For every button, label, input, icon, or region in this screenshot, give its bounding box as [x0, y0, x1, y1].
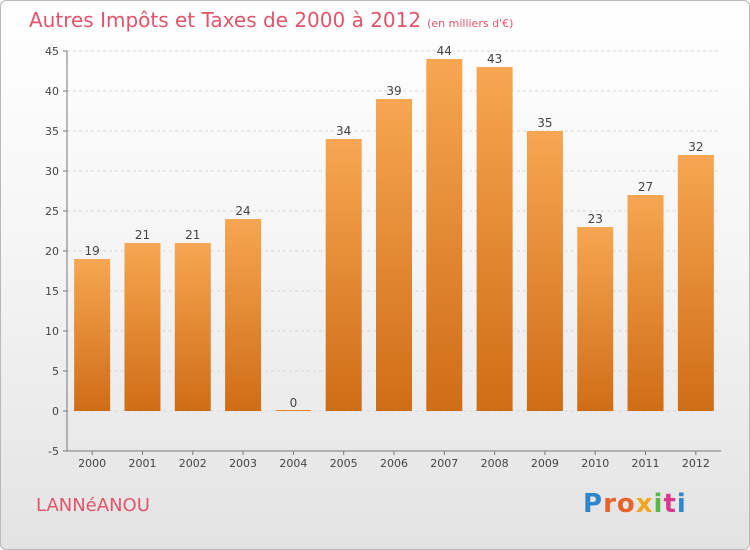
bar: [577, 227, 614, 411]
bar: [225, 219, 262, 411]
y-tick-label: 5: [52, 365, 59, 378]
y-tick-label: 0: [52, 405, 59, 418]
y-tick-label: -5: [48, 445, 59, 458]
data-label: 43: [487, 52, 502, 66]
x-tick-label: 2010: [581, 457, 609, 470]
y-tick-label: 25: [45, 205, 59, 218]
data-label: 19: [85, 244, 100, 258]
chart-title-unit: (en milliers d'€): [427, 17, 514, 30]
bar: [476, 67, 513, 411]
y-tick-label: 40: [45, 85, 59, 98]
y-tick-label: 30: [45, 165, 59, 178]
data-label: 27: [638, 180, 653, 194]
bars: [74, 59, 714, 411]
data-label: 39: [386, 84, 401, 98]
x-tick-label: 2000: [78, 457, 106, 470]
bar: [74, 259, 111, 411]
bar: [376, 99, 412, 411]
x-tick-label: 2006: [380, 457, 408, 470]
chart-title-text: Autres Impôts et Taxes de 2000 à 2012: [29, 8, 422, 32]
data-label: 23: [588, 212, 603, 226]
brand-logo: Proxiti: [583, 489, 687, 519]
y-tick-label: 15: [45, 285, 59, 298]
x-tick-label: 2005: [330, 457, 358, 470]
x-tick-label: 2003: [229, 457, 257, 470]
data-label: 35: [537, 116, 552, 130]
x-tick-label: 2008: [481, 457, 509, 470]
labels: -5 0 5 10 15 20 25 30 35 40 45 19 2000 21 2001 21 2002 24…: [45, 44, 710, 470]
y-tick-label: 35: [45, 125, 59, 138]
bar: [677, 155, 714, 411]
bar: [325, 139, 362, 411]
data-label: 21: [135, 228, 150, 242]
bar: [627, 195, 664, 411]
data-label: 24: [235, 204, 250, 218]
data-label: 44: [437, 44, 452, 58]
data-label: 34: [336, 124, 351, 138]
data-label: 0: [290, 396, 298, 410]
x-tick-label: 2012: [682, 457, 710, 470]
town-name: LANNéANOU: [36, 495, 150, 516]
bar: [526, 131, 563, 411]
x-tick-label: 2002: [179, 457, 207, 470]
x-tick-label: 2004: [279, 457, 307, 470]
y-tick-label: 10: [45, 325, 59, 338]
y-tick-label: 45: [45, 45, 59, 58]
x-tick-label: 2001: [128, 457, 156, 470]
x-tick-label: 2009: [531, 457, 559, 470]
bar: [426, 59, 463, 411]
chart-title: Autres Impôts et Taxes de 2000 à 2012 (en…: [29, 8, 513, 32]
axes: [63, 50, 721, 455]
data-label: 32: [688, 140, 703, 154]
y-tick-label: 20: [45, 245, 59, 258]
x-tick-label: 2007: [430, 457, 458, 470]
data-label: 21: [185, 228, 200, 242]
bar: [275, 410, 312, 411]
x-tick-label: 2011: [632, 457, 660, 470]
bar: [174, 243, 211, 411]
bar: [124, 243, 161, 411]
